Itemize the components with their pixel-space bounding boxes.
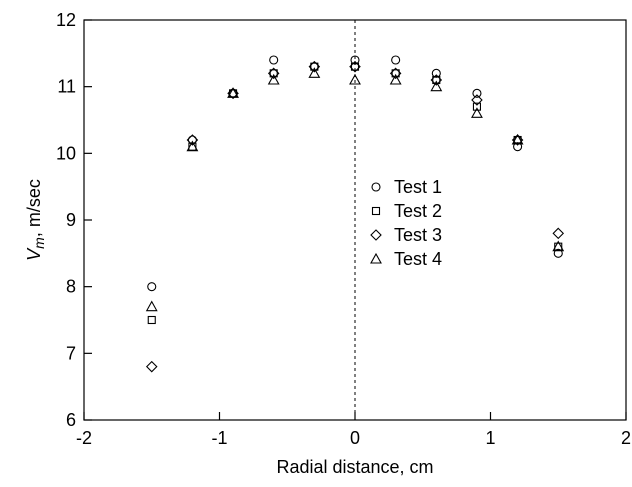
data-point xyxy=(553,248,563,258)
data-points xyxy=(145,55,565,373)
y-axis-label-unit: , m/sec xyxy=(24,179,44,237)
data-point xyxy=(431,68,441,78)
data-point xyxy=(227,87,239,98)
data-point xyxy=(432,75,441,85)
data-point xyxy=(389,67,402,80)
y-axis-label-var: V xyxy=(24,247,44,261)
data-point xyxy=(430,74,443,86)
x-tick-label: 2 xyxy=(621,428,631,448)
data-point xyxy=(389,73,402,85)
data-point xyxy=(391,55,401,65)
y-tick-label: 10 xyxy=(56,143,76,163)
data-point xyxy=(186,140,199,152)
y-axis: 6 7 8 9 10 11 12 xyxy=(56,10,92,430)
data-point xyxy=(145,360,158,373)
legend: Test 1 Test 2 Test 3 Test 4 xyxy=(370,177,442,269)
legend-marker xyxy=(370,252,382,264)
data-point xyxy=(472,102,482,111)
legend-label: Test 1 xyxy=(394,177,442,197)
data-point xyxy=(187,135,197,145)
plot-area xyxy=(83,19,627,421)
data-point xyxy=(308,67,321,78)
y-tick-label: 9 xyxy=(66,210,76,230)
series-2 xyxy=(147,62,563,325)
legend-marker xyxy=(371,182,381,192)
legend-label: Test 4 xyxy=(394,249,442,269)
data-point xyxy=(267,67,280,80)
x-tick-label: 0 xyxy=(350,428,360,448)
data-point xyxy=(513,142,523,152)
data-point xyxy=(430,80,443,92)
data-point xyxy=(511,134,524,146)
x-tick-label: -2 xyxy=(76,428,92,448)
x-axis-label: Radial distance, cm xyxy=(276,457,433,477)
series-3 xyxy=(145,60,565,373)
data-point xyxy=(269,55,279,65)
data-point xyxy=(472,88,482,98)
y-axis-label-sub: m xyxy=(31,237,47,249)
data-point xyxy=(349,73,361,85)
data-point xyxy=(227,87,239,100)
legend-marker xyxy=(371,206,381,216)
legend-label: Test 2 xyxy=(394,201,442,221)
data-point xyxy=(269,69,278,78)
data-point xyxy=(350,55,360,65)
x-tick-label: 1 xyxy=(485,428,495,448)
data-point xyxy=(349,60,361,73)
data-point xyxy=(471,107,483,118)
data-point xyxy=(147,315,156,325)
data-point xyxy=(147,282,157,292)
data-point xyxy=(310,62,319,71)
data-point xyxy=(511,133,524,145)
data-point xyxy=(267,73,280,85)
data-point xyxy=(145,300,158,312)
data-point xyxy=(350,62,360,71)
data-point xyxy=(308,60,321,73)
y-axis-label: Vm, m/sec xyxy=(24,179,47,261)
legend-label: Test 3 xyxy=(394,225,442,245)
data-point xyxy=(552,227,565,240)
data-point xyxy=(186,134,199,146)
data-point xyxy=(552,240,565,252)
y-tick-label: 8 xyxy=(66,277,76,297)
x-axis: -2 -1 0 1 2 xyxy=(76,412,631,448)
y-tick-label: 6 xyxy=(66,410,76,430)
y-tick-label: 12 xyxy=(56,10,76,30)
series-4 xyxy=(145,67,565,312)
y-tick-label: 7 xyxy=(66,343,76,363)
y-tick-label: 11 xyxy=(57,77,76,97)
x-tick-label: -1 xyxy=(211,428,227,448)
data-point xyxy=(471,94,483,106)
data-point xyxy=(391,69,400,78)
legend-marker xyxy=(370,229,382,241)
